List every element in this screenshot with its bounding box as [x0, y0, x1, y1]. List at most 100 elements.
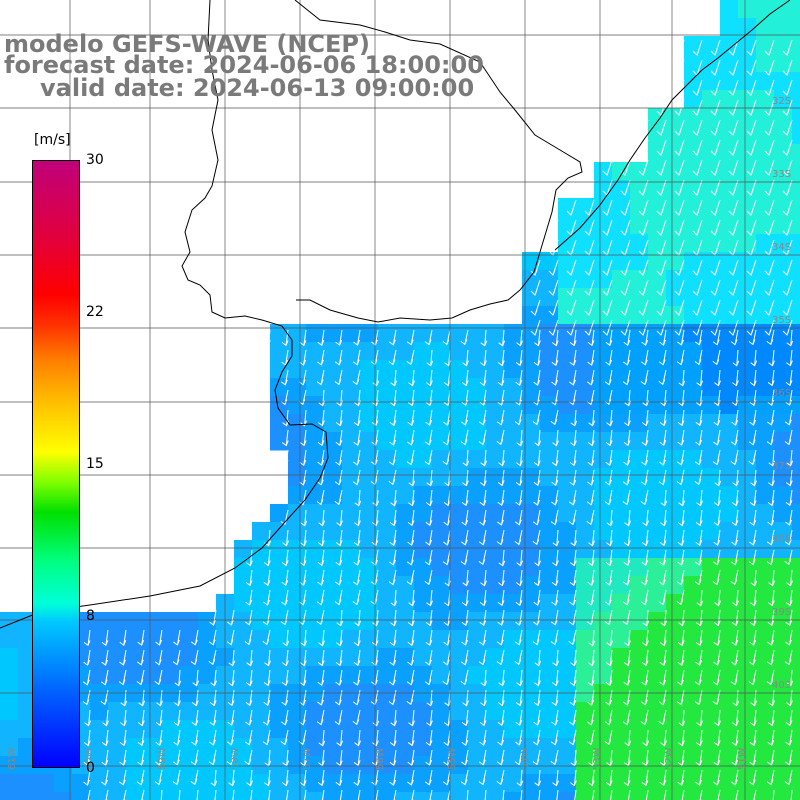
wind-cell	[612, 252, 631, 271]
wind-cell	[252, 774, 271, 793]
wind-cell	[90, 612, 109, 631]
wind-arrow	[479, 749, 487, 766]
wind-arrow	[534, 769, 542, 787]
wind-arrow	[408, 589, 416, 607]
wind-cell	[126, 648, 145, 667]
wind-cell	[396, 666, 415, 685]
wind-cell	[126, 612, 145, 631]
wind-arrow	[357, 789, 361, 800]
wind-arrow	[695, 529, 703, 547]
wind-cell	[468, 558, 487, 577]
wind-arrow	[695, 329, 703, 346]
wind-cell	[144, 612, 163, 631]
wind-arrow	[530, 259, 541, 276]
wind-arrow	[627, 789, 631, 800]
wind-arrow	[497, 709, 505, 727]
wind-cell	[306, 720, 325, 739]
wind-cell	[558, 342, 577, 361]
wind-arrow	[208, 749, 217, 766]
wind-cell	[648, 540, 667, 559]
wind-arrow	[677, 449, 685, 466]
wind-arrow	[172, 649, 181, 666]
wind-arrow	[674, 319, 685, 336]
wind-cell	[396, 702, 415, 721]
wind-cell	[144, 792, 163, 800]
wind-cell	[432, 612, 451, 631]
wind-cell	[576, 702, 595, 721]
wind-arrow	[586, 489, 595, 506]
wind-arrow	[335, 769, 343, 787]
wind-arrow	[622, 609, 631, 626]
wind-arrow	[281, 369, 289, 386]
wind-cell	[702, 144, 721, 163]
wind-cell	[360, 666, 379, 685]
wind-arrow	[371, 669, 379, 686]
wind-arrow	[515, 729, 523, 746]
wind-arrow	[497, 349, 505, 367]
wind-arrow	[605, 669, 613, 687]
wind-arrow	[710, 99, 721, 116]
wind-arrow	[710, 219, 721, 236]
wind-cell	[306, 522, 325, 541]
wind-cell	[468, 756, 487, 775]
wind-cell	[666, 702, 685, 721]
wind-cell	[396, 342, 415, 361]
wind-cell	[774, 558, 793, 577]
wind-arrow	[443, 649, 451, 666]
wind-cell	[594, 270, 613, 289]
wind-arrow	[660, 609, 668, 627]
wind-cell	[774, 18, 793, 37]
wind-cell	[558, 720, 577, 739]
wind-cell	[540, 558, 559, 577]
wind-arrow	[692, 99, 703, 116]
wind-cell	[756, 738, 775, 757]
wind-arrow	[640, 709, 649, 726]
wind-arrow	[191, 629, 199, 646]
wind-arrow	[424, 329, 433, 346]
wind-arrow	[232, 789, 235, 800]
wind-cell	[756, 360, 775, 379]
wind-cell	[576, 306, 595, 325]
wind-cell	[540, 702, 559, 721]
wind-cell	[288, 630, 307, 649]
wind-arrow	[730, 549, 739, 566]
wind-arrow	[676, 689, 685, 706]
wind-arrow	[119, 649, 127, 666]
wind-arrow	[317, 349, 325, 366]
wind-cell	[738, 486, 757, 505]
wind-cell	[738, 720, 757, 739]
wind-cell	[738, 378, 757, 397]
wind-arrow	[678, 609, 685, 627]
longitude-label: 54W	[520, 747, 531, 770]
wind-arrow	[425, 649, 433, 666]
wind-cell	[684, 234, 703, 253]
wind-arrow	[622, 709, 631, 726]
wind-cell	[666, 180, 685, 199]
wind-cell	[792, 288, 800, 307]
wind-cell	[252, 666, 271, 685]
wind-cell	[234, 666, 253, 685]
wind-arrow	[335, 569, 343, 586]
wind-arrow	[353, 529, 361, 547]
wind-arrow	[426, 469, 434, 487]
wind-arrow	[300, 409, 307, 427]
wind-arrow	[264, 769, 271, 787]
wind-arrow	[694, 689, 703, 706]
wind-arrow	[208, 649, 217, 666]
wind-arrow	[268, 789, 271, 800]
wind-arrow	[678, 369, 686, 387]
wind-arrow	[749, 649, 757, 666]
wind-arrow	[731, 629, 739, 647]
wind-cell	[612, 378, 631, 397]
wind-arrow	[214, 789, 217, 800]
wind-cell	[720, 522, 739, 541]
wind-cell	[360, 486, 379, 505]
wind-arrow	[426, 689, 434, 707]
wind-cell	[666, 666, 685, 685]
wind-cell	[126, 756, 145, 775]
wind-cell	[774, 126, 793, 145]
wind-cell	[540, 396, 559, 415]
wind-arrow	[515, 569, 523, 587]
wind-cell	[288, 594, 307, 613]
wind-arrow	[425, 529, 433, 546]
